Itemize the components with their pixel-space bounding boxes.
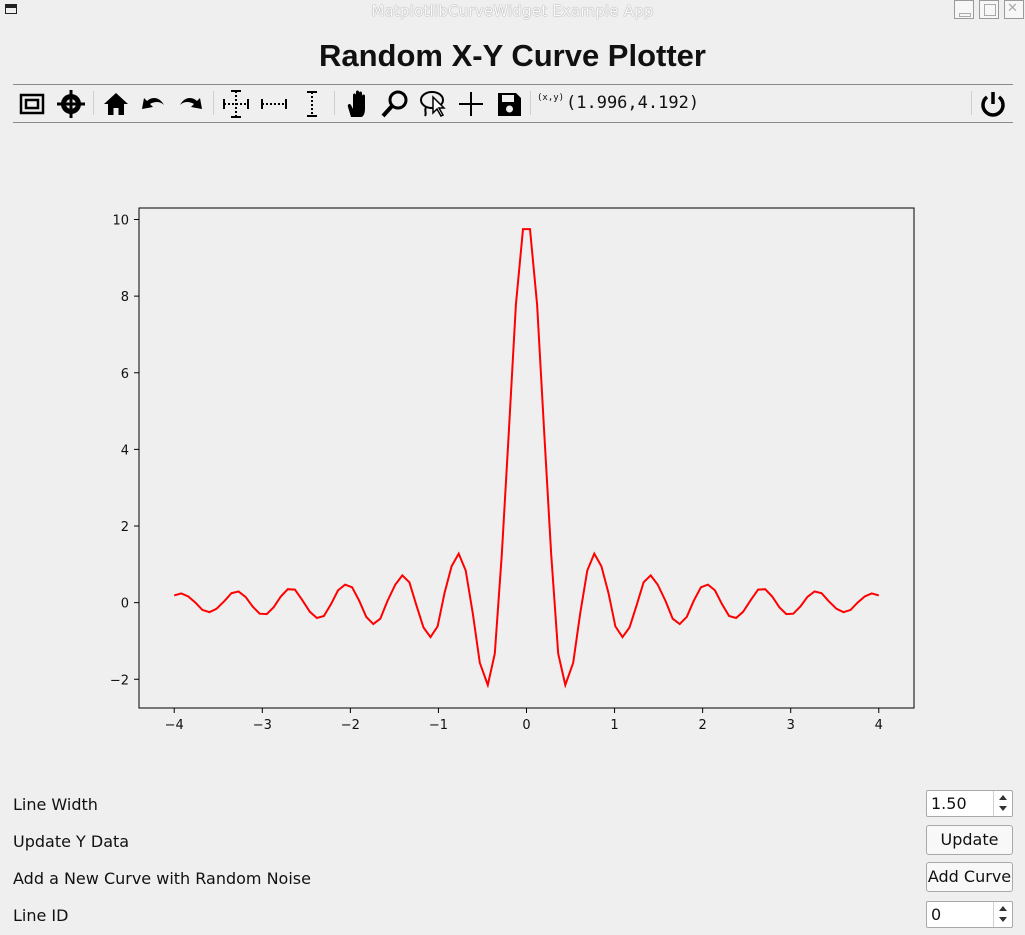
lasso-select-button[interactable] [418, 89, 448, 119]
crosshair-target-button[interactable] [56, 89, 86, 119]
line-width-value[interactable]: 1.50 [931, 794, 967, 813]
pan-hand-icon [347, 90, 365, 117]
y-tick-label: −2 [110, 673, 129, 688]
y-tick-label: 4 [121, 443, 129, 458]
maximize-icon [984, 4, 996, 16]
x-tick-label: −2 [341, 718, 360, 733]
close-button[interactable]: ✕ [1004, 0, 1024, 19]
y-tick-label: 0 [121, 597, 129, 612]
expand-x-icon [261, 99, 287, 109]
line-id-label: Line ID [13, 906, 69, 925]
plot-canvas[interactable]: −4 −3 −2 −1 0 1 2 3 4 −2 0 2 4 6 8 10 [0, 0, 1025, 760]
coordinate-readout: (1.996,4.192) [566, 93, 700, 113]
x-tick-label: −1 [429, 718, 448, 733]
x-tick-label: 2 [698, 718, 706, 733]
minimize-button[interactable] [954, 0, 974, 19]
close-icon: ✕ [1007, 1, 1018, 16]
expand-xy-icon [223, 90, 249, 118]
line-id-value[interactable]: 0 [931, 905, 942, 924]
expand-y-button[interactable] [297, 89, 327, 119]
spin-up-icon[interactable] [999, 906, 1007, 911]
zoom-icon [381, 90, 408, 118]
curve-line [173, 228, 880, 689]
y-tick-label: 2 [121, 520, 129, 535]
redo-button[interactable] [176, 89, 206, 119]
line-id-spinbox[interactable]: 0 [926, 901, 1013, 928]
add-curve-label: Add a New Curve with Random Noise [13, 869, 311, 888]
coordinate-label: (x,y) [537, 93, 565, 103]
x-tick-label: 0 [522, 718, 530, 733]
redo-icon [180, 97, 202, 109]
y-tick-label: 8 [121, 290, 129, 305]
minimize-icon [959, 13, 971, 17]
y-axis: −2 0 2 4 6 8 10 [110, 213, 139, 688]
home-icon [104, 93, 128, 115]
x-tick-label: 1 [610, 718, 618, 733]
app-icon[interactable] [5, 4, 17, 14]
window-title: MatplotlibCurveWidget Example App [371, 2, 654, 20]
fit-window-icon [19, 93, 45, 115]
spin-up-icon[interactable] [999, 795, 1007, 800]
expand-y-icon [307, 91, 317, 117]
undo-icon [142, 97, 164, 109]
y-tick-label: 6 [121, 367, 129, 382]
crosshair-icon [459, 92, 483, 116]
home-button[interactable] [101, 89, 131, 119]
expand-xy-button[interactable] [221, 89, 251, 119]
x-tick-label: 4 [875, 718, 883, 733]
power-icon [981, 92, 1005, 117]
x-tick-label: −4 [165, 718, 184, 733]
save-icon [498, 93, 521, 116]
y-tick-label: 10 [112, 213, 129, 228]
maximize-button[interactable] [979, 0, 999, 19]
fit-window-button[interactable] [17, 89, 47, 119]
update-button[interactable]: Update [926, 825, 1013, 855]
x-tick-label: 3 [787, 718, 795, 733]
crosshair-target-icon [57, 90, 85, 118]
zoom-button[interactable] [380, 89, 410, 119]
undo-button[interactable] [138, 89, 168, 119]
plot-axes[interactable] [138, 207, 915, 709]
crosshair-cursor-button[interactable] [456, 89, 486, 119]
window-titlebar: MatplotlibCurveWidget Example App ✕ [0, 0, 1025, 22]
x-tick-label: −3 [253, 718, 272, 733]
pan-button[interactable] [343, 89, 373, 119]
plot-toolbar: (x,y) (1.996,4.192) [13, 84, 1013, 123]
line-width-spinbox[interactable]: 1.50 [926, 790, 1013, 817]
line-width-stepper[interactable] [993, 791, 1012, 816]
spin-down-icon[interactable] [999, 806, 1007, 811]
line-width-label: Line Width [13, 795, 98, 814]
x-axis: −4 −3 −2 −1 0 1 2 3 4 [165, 708, 883, 733]
add-curve-button[interactable]: Add Curve [926, 862, 1013, 892]
page-title: Random X-Y Curve Plotter [318, 38, 706, 73]
lasso-select-icon [420, 91, 446, 117]
update-y-label: Update Y Data [13, 832, 130, 851]
expand-x-button[interactable] [259, 89, 289, 119]
spin-down-icon[interactable] [999, 917, 1007, 922]
power-button[interactable] [978, 89, 1008, 119]
line-id-stepper[interactable] [993, 902, 1012, 927]
save-button[interactable] [494, 89, 524, 119]
